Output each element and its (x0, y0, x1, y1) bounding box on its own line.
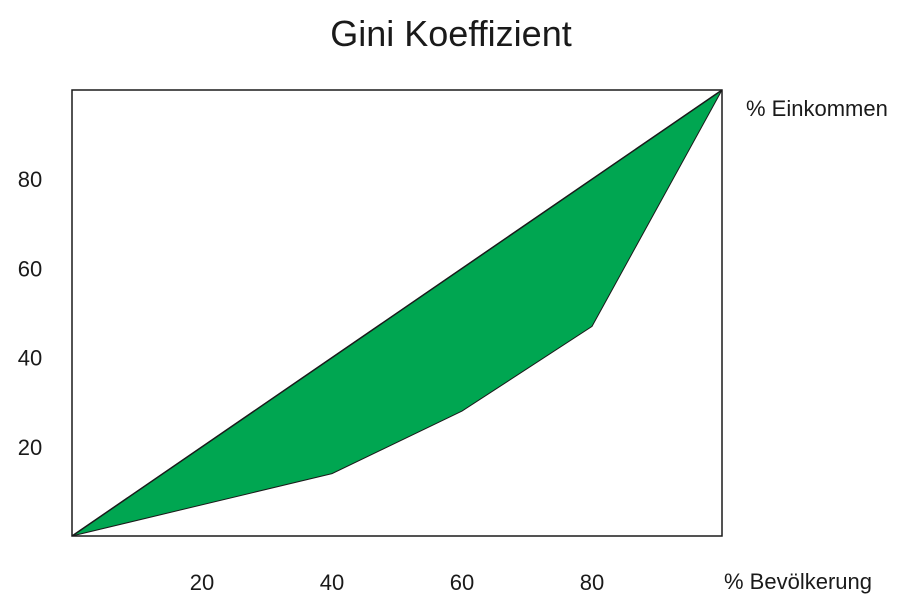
plot-frame (71, 89, 723, 537)
line-of-equality (71, 89, 723, 537)
y-axis-label: % Einkommen (746, 96, 888, 121)
x-tick-label: 40 (320, 570, 344, 594)
x-axis-ticks: 20 40 60 80 (190, 570, 604, 594)
y-tick-label: 20 (18, 435, 42, 460)
x-tick-label: 60 (450, 570, 474, 594)
y-axis-ticks: 20 40 60 80 (18, 167, 42, 460)
y-tick-label: 80 (18, 167, 42, 192)
chart-title: Gini Koeffizient (330, 13, 571, 54)
x-tick-label: 80 (580, 570, 604, 594)
y-tick-label: 60 (18, 256, 42, 281)
y-tick-label: 40 (18, 346, 42, 371)
x-axis-label: % Bevölkerung (724, 569, 872, 594)
lorenz-curve (71, 89, 723, 537)
x-tick-label: 20 (190, 570, 214, 594)
